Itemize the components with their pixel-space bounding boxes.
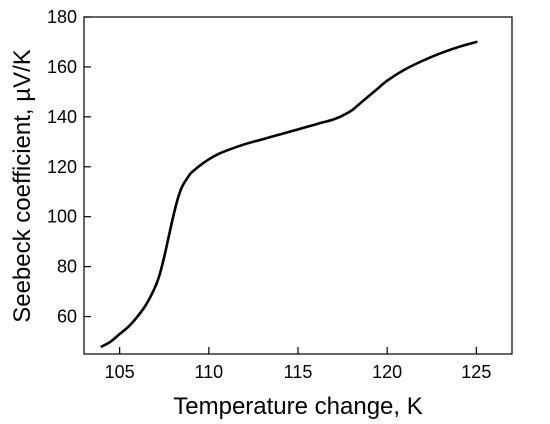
x-tick-label: 105 — [105, 362, 135, 382]
y-tick-label: 80 — [57, 257, 77, 277]
x-tick-label: 115 — [284, 362, 313, 382]
y-axis-title: Seebeck coefficient, µV/K — [9, 49, 36, 323]
y-tick-label: 160 — [47, 57, 77, 77]
y-axis-ticks: 60 80 100 120 140 160 180 — [47, 7, 91, 327]
x-tick-label: 110 — [194, 362, 223, 382]
y-tick-label: 140 — [47, 107, 77, 127]
x-axis-title: Temperature change, K — [173, 393, 422, 420]
x-tick-label: 120 — [372, 362, 402, 382]
y-tick-label: 60 — [57, 307, 77, 327]
y-tick-label: 100 — [47, 207, 77, 227]
seebeck-curve — [100, 40, 478, 348]
y-tick-label: 120 — [47, 157, 77, 177]
y-tick-label: 180 — [47, 7, 77, 27]
x-axis-ticks: 105 110 115 120 125 — [105, 347, 491, 382]
x-tick-label: 125 — [461, 362, 491, 382]
